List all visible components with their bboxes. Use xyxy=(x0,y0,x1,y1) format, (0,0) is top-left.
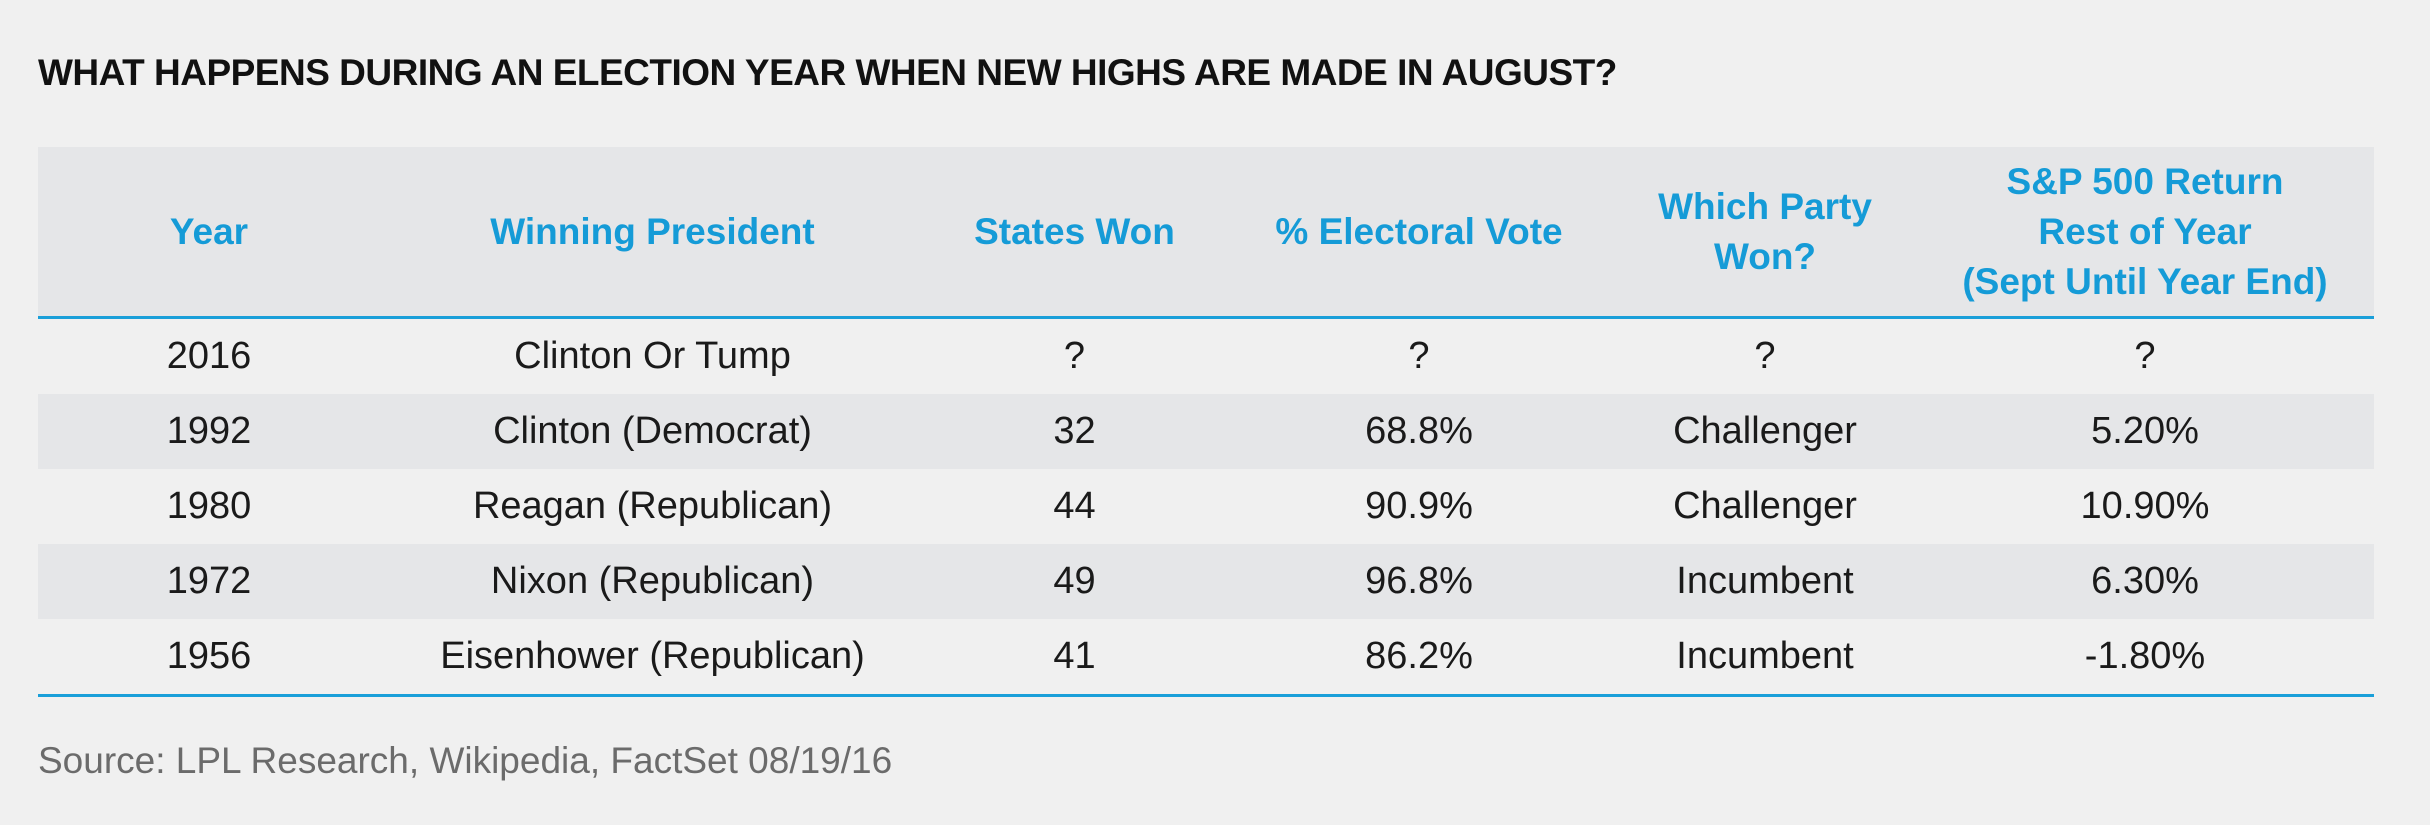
header-year: Year xyxy=(38,207,380,257)
table-row: 1992 Clinton (Democrat) 32 68.8% Challen… xyxy=(38,394,2374,469)
cell-year: 1956 xyxy=(166,635,252,677)
header-electoral-vote-line-1: % Electoral Vote xyxy=(1275,210,1563,252)
chart-title: WHAT HAPPENS DURING AN ELECTION YEAR WHE… xyxy=(38,52,1617,93)
table-bottom-rule xyxy=(38,694,2374,697)
header-winning-president-line-1: Winning President xyxy=(490,210,815,252)
table-row: 1956 Eisenhower (Republican) 41 86.2% In… xyxy=(38,619,2374,694)
source-note: Source: LPL Research, Wikipedia, FactSet… xyxy=(38,740,893,781)
cell-winning-president: Eisenhower (Republican) xyxy=(440,635,865,677)
cell-sp500-return: ? xyxy=(2134,335,2156,377)
cell-winning-president: Clinton Or Tump xyxy=(514,335,791,377)
cell-party-won: Incumbent xyxy=(1676,560,1854,602)
cell-party-won: ? xyxy=(1754,335,1776,377)
header-electoral-vote: % Electoral Vote xyxy=(1224,207,1614,257)
cell-year: 2016 xyxy=(166,335,252,377)
cell-electoral-vote: 96.8% xyxy=(1365,560,1473,602)
table-row: 1972 Nixon (Republican) 49 96.8% Incumbe… xyxy=(38,544,2374,619)
cell-electoral-vote: 68.8% xyxy=(1365,410,1473,452)
table-row: 2016 Clinton Or Tump ? ? ? ? xyxy=(38,319,2374,394)
cell-states-won: 32 xyxy=(1053,410,1096,452)
table-row: 1980 Reagan (Republican) 44 90.9% Challe… xyxy=(38,469,2374,544)
cell-states-won: 49 xyxy=(1053,560,1096,602)
cell-winning-president: Clinton (Democrat) xyxy=(493,410,812,452)
header-party-won-line-2: Won? xyxy=(1713,235,1817,277)
header-winning-president: Winning President xyxy=(380,207,925,257)
table-header: Year Winning President States Won % Elec… xyxy=(38,147,2374,319)
header-sp500-return-line-2: Rest of Year xyxy=(2038,210,2252,252)
cell-party-won: Challenger xyxy=(1673,410,1857,452)
cell-states-won: ? xyxy=(1063,335,1086,377)
cell-electoral-vote: ? xyxy=(1408,335,1430,377)
header-sp500-return-line-1: S&P 500 Return xyxy=(2006,160,2284,202)
header-sp500-return: S&P 500 Return Rest of Year (Sept Until … xyxy=(1916,157,2374,307)
header-party-won: Which Party Won? xyxy=(1614,182,1916,282)
cell-states-won: 41 xyxy=(1053,635,1096,677)
cell-sp500-return: 5.20% xyxy=(2091,410,2199,452)
header-states-won-line-1: States Won xyxy=(974,210,1175,252)
cell-winning-president: Nixon (Republican) xyxy=(490,560,815,602)
cell-winning-president: Reagan (Republican) xyxy=(472,485,833,527)
cell-sp500-return: 6.30% xyxy=(2091,560,2199,602)
cell-states-won: 44 xyxy=(1053,485,1096,527)
cell-electoral-vote: 86.2% xyxy=(1365,635,1473,677)
cell-year: 1992 xyxy=(166,410,252,452)
data-table: Year Winning President States Won % Elec… xyxy=(38,147,2374,697)
cell-year: 1980 xyxy=(166,485,252,527)
header-year-line-1: Year xyxy=(169,210,249,252)
cell-party-won: Incumbent xyxy=(1676,635,1854,677)
cell-electoral-vote: 90.9% xyxy=(1365,485,1473,527)
cell-sp500-return: 10.90% xyxy=(2080,485,2210,527)
cell-year: 1972 xyxy=(166,560,252,602)
header-states-won: States Won xyxy=(925,207,1224,257)
cell-party-won: Challenger xyxy=(1673,485,1857,527)
cell-sp500-return: -1.80% xyxy=(2084,635,2206,677)
header-sp500-return-line-3: (Sept Until Year End) xyxy=(1962,260,2328,302)
header-party-won-line-1: Which Party xyxy=(1658,185,1872,227)
